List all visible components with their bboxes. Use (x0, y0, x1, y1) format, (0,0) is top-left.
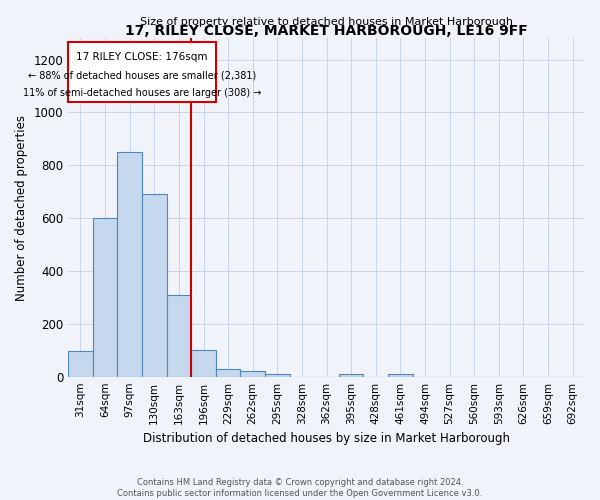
FancyBboxPatch shape (68, 42, 216, 102)
Bar (216, 369, 241, 376)
Bar (142, 194, 167, 376)
Text: 11% of semi-detached houses are larger (308) →: 11% of semi-detached houses are larger (… (23, 88, 261, 98)
Bar (93, 218, 118, 376)
Bar (167, 296, 191, 376)
Text: Contains HM Land Registry data © Crown copyright and database right 2024.
Contai: Contains HM Land Registry data © Crown c… (118, 478, 482, 498)
Bar (339, 374, 364, 376)
Bar (68, 351, 93, 376)
Y-axis label: Number of detached properties: Number of detached properties (15, 114, 28, 300)
Bar (388, 374, 413, 376)
Bar (241, 371, 265, 376)
Text: 17 RILEY CLOSE: 176sqm: 17 RILEY CLOSE: 176sqm (76, 52, 208, 62)
Bar (118, 152, 142, 376)
Text: Size of property relative to detached houses in Market Harborough: Size of property relative to detached ho… (140, 16, 513, 26)
X-axis label: Distribution of detached houses by size in Market Harborough: Distribution of detached houses by size … (143, 432, 510, 445)
Bar (265, 374, 290, 376)
Title: 17, RILEY CLOSE, MARKET HARBOROUGH, LE16 9FF: 17, RILEY CLOSE, MARKET HARBOROUGH, LE16… (125, 24, 528, 38)
Bar (191, 350, 216, 376)
Text: ← 88% of detached houses are smaller (2,381): ← 88% of detached houses are smaller (2,… (28, 70, 256, 80)
